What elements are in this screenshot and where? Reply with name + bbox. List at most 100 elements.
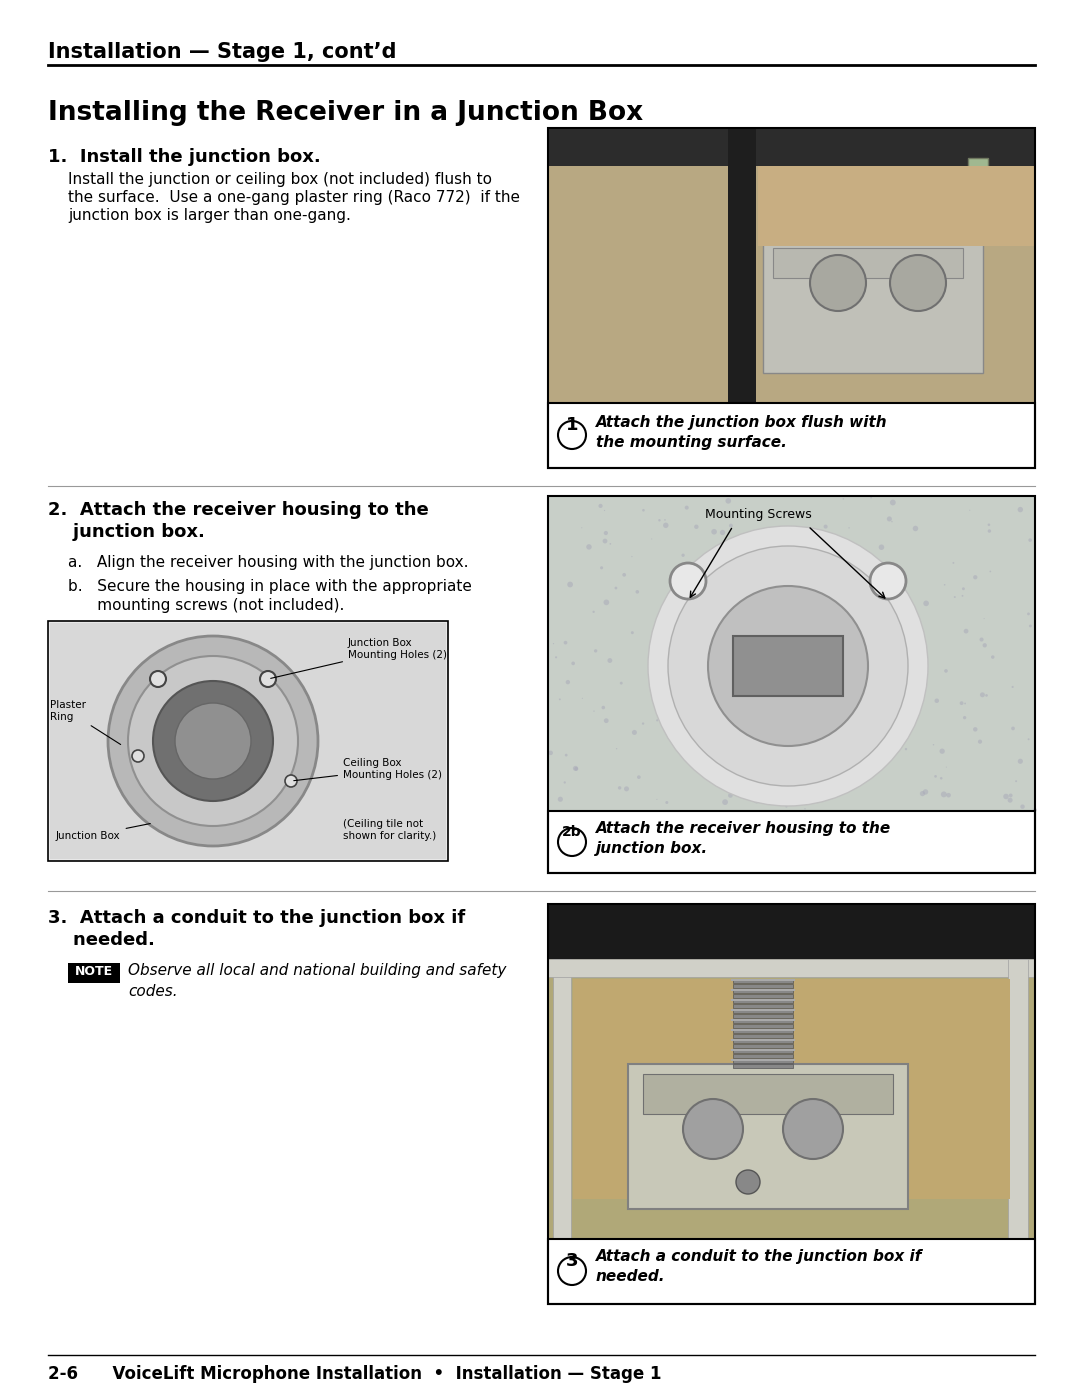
Circle shape — [934, 698, 939, 703]
Circle shape — [761, 774, 765, 777]
Circle shape — [940, 777, 943, 780]
Bar — [548, 904, 1035, 1239]
Text: Plaster
Ring: Plaster Ring — [50, 700, 121, 745]
Circle shape — [1011, 726, 1015, 731]
Text: Ceiling Box
Mounting Holes (2): Ceiling Box Mounting Holes (2) — [294, 759, 442, 781]
Bar — [733, 1039, 793, 1044]
Bar — [548, 129, 1035, 468]
Circle shape — [598, 504, 603, 509]
Circle shape — [683, 1099, 743, 1160]
Bar — [548, 402, 1035, 468]
Circle shape — [667, 637, 670, 638]
Circle shape — [603, 539, 607, 543]
Circle shape — [895, 703, 897, 705]
Circle shape — [870, 497, 872, 499]
Bar — [548, 958, 1035, 977]
Bar — [731, 1039, 795, 1041]
Circle shape — [593, 610, 595, 613]
Circle shape — [555, 657, 557, 658]
Bar — [733, 1059, 793, 1063]
Circle shape — [557, 796, 563, 802]
Circle shape — [1017, 507, 1023, 513]
Circle shape — [632, 729, 637, 735]
Circle shape — [879, 545, 885, 550]
Text: b.   Secure the housing in place with the appropriate: b. Secure the housing in place with the … — [68, 578, 472, 594]
Circle shape — [890, 500, 895, 506]
Circle shape — [648, 527, 928, 806]
Circle shape — [620, 682, 623, 685]
Text: mounting screws (not included).: mounting screws (not included). — [68, 598, 345, 613]
Circle shape — [635, 590, 639, 594]
Circle shape — [963, 629, 969, 633]
Circle shape — [720, 529, 726, 535]
Circle shape — [901, 609, 905, 613]
Circle shape — [923, 601, 929, 606]
Circle shape — [962, 587, 964, 590]
Bar — [731, 999, 795, 1002]
Circle shape — [964, 703, 966, 704]
Circle shape — [855, 664, 858, 665]
Circle shape — [728, 749, 734, 754]
Circle shape — [754, 798, 759, 803]
Circle shape — [810, 256, 866, 312]
Circle shape — [631, 631, 634, 634]
Bar — [733, 1018, 793, 1023]
Circle shape — [797, 595, 802, 601]
Circle shape — [1017, 759, 1023, 764]
Circle shape — [1021, 805, 1025, 809]
Circle shape — [717, 680, 720, 683]
Circle shape — [697, 597, 702, 601]
Circle shape — [759, 780, 762, 782]
Circle shape — [816, 789, 822, 793]
Circle shape — [934, 775, 936, 778]
Text: 2-6      VoiceLift Microphone Installation  •  Installation — Stage 1: 2-6 VoiceLift Microphone Installation • … — [48, 1365, 661, 1383]
Circle shape — [729, 692, 732, 694]
Circle shape — [988, 529, 991, 532]
Circle shape — [643, 509, 645, 511]
Bar — [731, 979, 795, 981]
Circle shape — [905, 747, 907, 750]
Circle shape — [908, 678, 915, 683]
Circle shape — [708, 585, 868, 746]
Circle shape — [735, 697, 739, 700]
Circle shape — [886, 624, 888, 626]
Circle shape — [712, 529, 717, 535]
Circle shape — [150, 671, 166, 687]
Circle shape — [913, 525, 918, 531]
Bar — [548, 904, 1035, 1303]
Circle shape — [980, 637, 984, 641]
Circle shape — [924, 671, 928, 673]
Bar — [548, 812, 1035, 873]
Circle shape — [797, 742, 800, 745]
Circle shape — [607, 658, 612, 664]
Circle shape — [1008, 798, 1013, 803]
Circle shape — [792, 511, 794, 514]
Bar — [773, 249, 963, 278]
Circle shape — [735, 1171, 760, 1194]
Circle shape — [565, 754, 568, 757]
Circle shape — [705, 705, 711, 710]
Circle shape — [642, 722, 645, 725]
Bar — [733, 1024, 793, 1028]
Bar — [731, 1009, 795, 1011]
Circle shape — [728, 584, 733, 588]
Bar — [733, 1030, 793, 1032]
Circle shape — [885, 692, 890, 697]
Circle shape — [946, 793, 950, 798]
Circle shape — [735, 791, 738, 792]
Circle shape — [600, 566, 603, 570]
Circle shape — [874, 689, 877, 692]
Circle shape — [973, 576, 977, 580]
Circle shape — [853, 714, 856, 717]
Circle shape — [1015, 780, 1017, 782]
Circle shape — [572, 766, 578, 771]
Circle shape — [703, 657, 707, 662]
Circle shape — [860, 549, 864, 553]
Circle shape — [791, 676, 795, 679]
Bar — [733, 1049, 793, 1053]
Text: 2.  Attach the receiver housing to the: 2. Attach the receiver housing to the — [48, 502, 429, 520]
Text: Attach the junction box flush with: Attach the junction box flush with — [596, 415, 888, 430]
Circle shape — [812, 791, 815, 793]
Bar — [733, 995, 793, 997]
Circle shape — [963, 717, 967, 719]
